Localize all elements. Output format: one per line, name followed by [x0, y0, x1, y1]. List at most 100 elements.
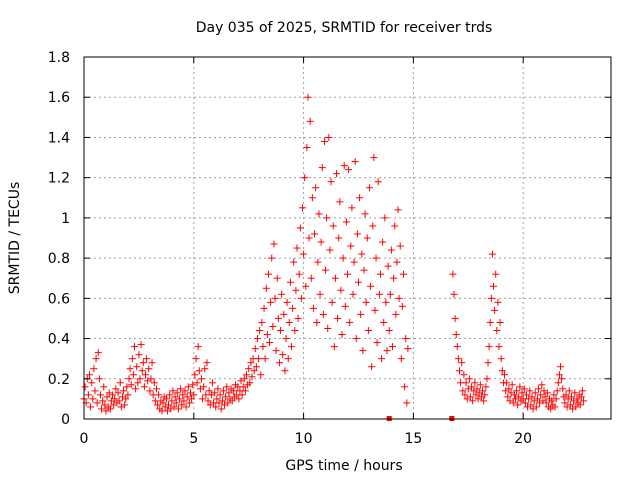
data-point — [325, 133, 333, 141]
data-point — [253, 335, 261, 343]
data-point — [313, 318, 321, 326]
data-point — [116, 379, 124, 387]
data-point — [320, 137, 328, 145]
data-point — [165, 401, 173, 409]
data-point — [358, 250, 366, 258]
data-point — [242, 371, 250, 379]
data-point — [480, 397, 488, 405]
data-point — [331, 274, 339, 282]
data-point — [263, 331, 271, 339]
data-point — [395, 294, 403, 302]
data-point — [229, 387, 237, 395]
data-point — [403, 399, 411, 407]
data-point — [479, 387, 487, 395]
data-point — [336, 198, 344, 206]
data-point — [197, 375, 205, 383]
data-point — [81, 383, 89, 391]
data-point — [553, 387, 561, 395]
data-point — [354, 278, 362, 286]
data-point — [91, 387, 99, 395]
data-point — [279, 351, 287, 359]
data-point — [251, 345, 259, 353]
data-point — [205, 387, 213, 395]
data-point — [510, 391, 518, 399]
y-tick-label: 0.6 — [48, 291, 70, 307]
data-point — [329, 222, 337, 230]
data-point — [337, 286, 345, 294]
data-point — [532, 403, 540, 411]
data-point — [139, 359, 147, 367]
data-point — [127, 381, 135, 389]
data-point — [391, 222, 399, 230]
data-point — [260, 304, 268, 312]
data-point — [458, 359, 466, 367]
x-tick-label: 0 — [80, 431, 89, 447]
data-point — [363, 234, 371, 242]
data-point — [172, 399, 180, 407]
data-point — [214, 385, 222, 393]
data-point — [204, 397, 212, 405]
data-point — [402, 335, 410, 343]
data-point — [98, 405, 106, 413]
data-point — [211, 389, 219, 397]
x-axis-ticks: 0 5 10 15 20 — [80, 57, 532, 447]
data-point — [115, 397, 123, 405]
grid-lines — [84, 57, 611, 419]
data-points — [80, 93, 588, 421]
data-point — [322, 266, 330, 274]
data-point — [397, 355, 405, 363]
data-point — [168, 397, 176, 405]
data-point — [174, 405, 182, 413]
data-point — [307, 274, 315, 282]
data-point — [454, 355, 462, 363]
data-point — [285, 318, 293, 326]
y-tick-label: 1.4 — [48, 130, 70, 146]
data-point — [513, 387, 521, 395]
data-point — [203, 359, 211, 367]
data-point — [303, 144, 311, 151]
data-point — [528, 393, 536, 401]
data-point — [353, 230, 361, 238]
data-point — [189, 381, 197, 389]
data-point — [352, 335, 360, 343]
data-point — [219, 387, 227, 395]
data-point — [106, 405, 114, 413]
data-point — [274, 314, 282, 322]
data-point — [178, 401, 186, 409]
data-point — [362, 298, 370, 306]
data-point — [290, 258, 298, 266]
data-point — [308, 194, 316, 202]
y-axis-label: SRMTID / TECUs — [7, 182, 23, 295]
data-point — [208, 379, 216, 387]
data-point — [195, 367, 203, 375]
data-point — [496, 318, 504, 326]
data-point — [328, 298, 336, 306]
data-point — [324, 325, 332, 332]
data-point — [317, 238, 325, 246]
data-point — [200, 383, 208, 391]
data-point — [487, 294, 495, 302]
data-point — [379, 238, 387, 246]
data-point — [302, 282, 310, 290]
data-point — [311, 230, 319, 238]
data-point — [383, 347, 391, 355]
data-point — [346, 318, 354, 326]
data-point — [323, 214, 331, 222]
data-point — [381, 214, 389, 222]
data-point — [349, 290, 357, 298]
data-point — [515, 393, 523, 401]
data-point — [580, 397, 588, 405]
data-point — [483, 375, 491, 383]
data-point — [190, 391, 198, 399]
data-point — [296, 224, 304, 232]
data-point — [304, 93, 312, 101]
data-point — [222, 393, 230, 401]
data-point — [305, 234, 313, 242]
data-point — [340, 162, 348, 170]
data-point — [247, 359, 255, 367]
data-point — [485, 343, 493, 351]
data-point — [538, 381, 546, 389]
data-point — [154, 401, 162, 409]
data-point — [235, 395, 243, 403]
